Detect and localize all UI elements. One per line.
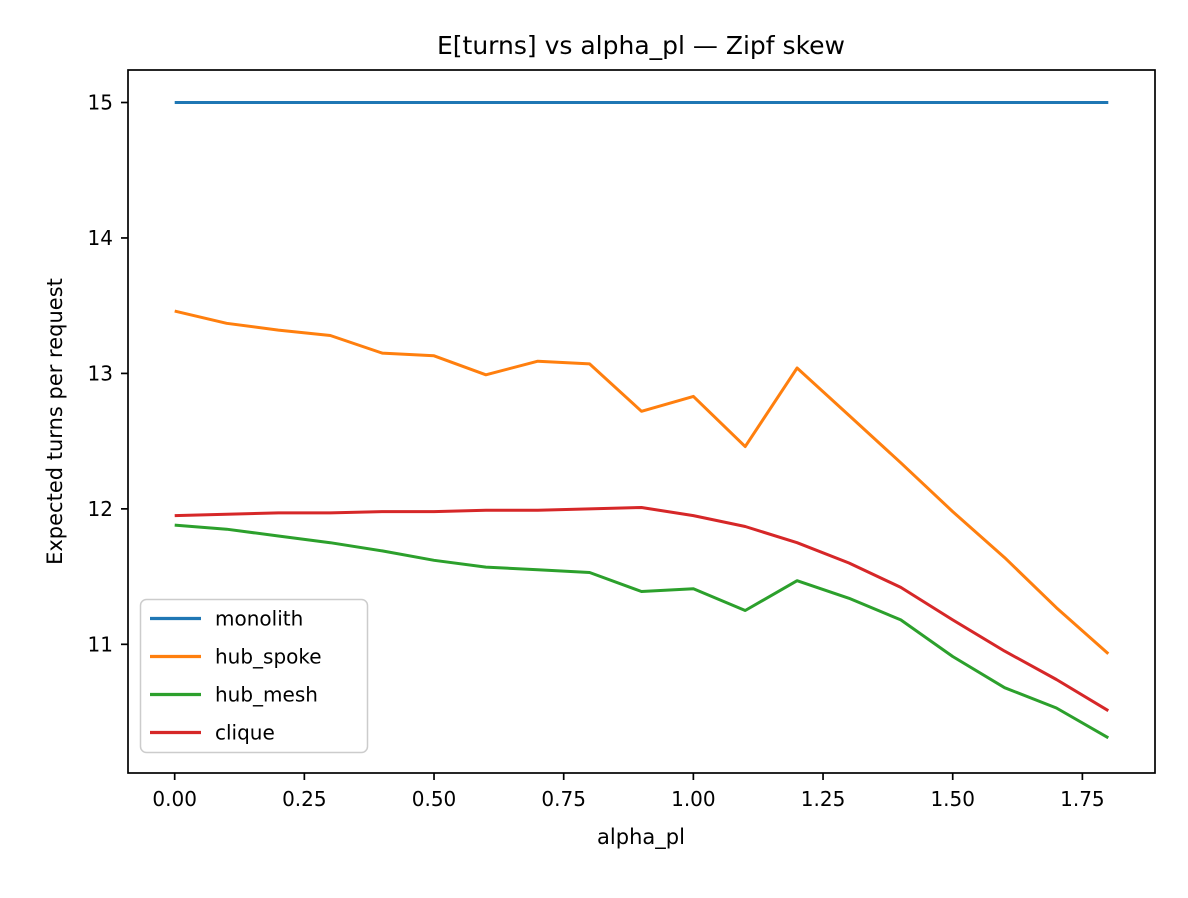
x-tick-label: 1.25 <box>801 787 846 811</box>
y-axis-label: Expected turns per request <box>43 278 67 565</box>
x-tick-label: 1.75 <box>1060 787 1105 811</box>
legend-label-clique: clique <box>215 721 275 745</box>
x-tick-label: 0.75 <box>541 787 586 811</box>
series-line-hub_spoke <box>174 309 1110 655</box>
x-axis-label: alpha_pl <box>597 825 685 850</box>
legend-label-hub_mesh: hub_mesh <box>215 683 318 707</box>
y-tick-label: 11 <box>88 632 113 656</box>
y-tick-label: 15 <box>88 91 113 115</box>
legend-box <box>139 598 369 754</box>
legend-label-monolith: monolith <box>215 607 303 631</box>
y-tick-label: 14 <box>88 226 113 250</box>
legend-label-hub_spoke: hub_spoke <box>215 645 322 669</box>
y-tick-label: 12 <box>88 497 113 521</box>
series-line-clique <box>174 506 1110 712</box>
chart-title: E[turns] vs alpha_pl — Zipf skew <box>437 31 845 60</box>
y-tick-label: 13 <box>88 361 113 385</box>
plot-border <box>127 69 1156 774</box>
x-tick-label: 0.25 <box>282 787 327 811</box>
series-line-hub_mesh <box>174 523 1110 740</box>
x-tick-label: 1.00 <box>671 787 716 811</box>
x-tick-label: 1.50 <box>930 787 975 811</box>
x-tick-label: 0.50 <box>412 787 457 811</box>
x-tick-label: 0.00 <box>152 787 197 811</box>
